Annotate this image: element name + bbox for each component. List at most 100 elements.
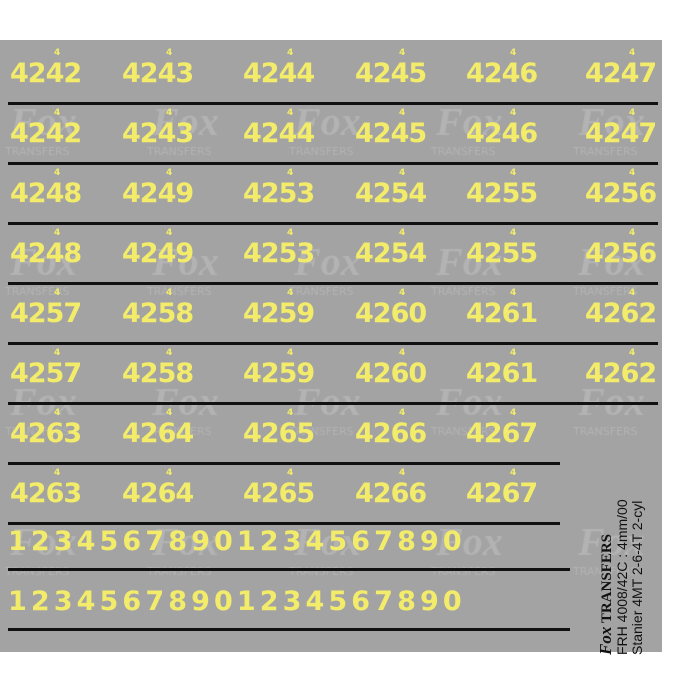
superscript: 4 bbox=[166, 288, 173, 298]
superscript: 4 bbox=[166, 48, 173, 58]
decal-number: 4258 bbox=[122, 358, 194, 389]
decal-number: 4266 bbox=[355, 478, 427, 509]
decal-number: 4262 bbox=[585, 298, 657, 329]
decal-number: 4249 bbox=[122, 238, 194, 269]
cut-line bbox=[8, 222, 658, 225]
decal-number: 4261 bbox=[466, 358, 538, 389]
superscript: 4 bbox=[399, 108, 406, 118]
superscript: 4 bbox=[287, 228, 294, 238]
decal-number: 4256 bbox=[585, 238, 657, 269]
decal-number: 4246 bbox=[466, 58, 538, 89]
superscript: 4 bbox=[166, 468, 173, 478]
decal-number: 4255 bbox=[466, 238, 538, 269]
decal-number: 4263 bbox=[10, 418, 82, 449]
digit-row: 12345678901234567890 bbox=[8, 526, 466, 557]
decal-number: 4264 bbox=[122, 478, 194, 509]
decal-number: 4248 bbox=[10, 178, 82, 209]
decal-number: 4259 bbox=[243, 358, 315, 389]
decal-number: 4243 bbox=[122, 118, 194, 149]
superscript: 4 bbox=[629, 108, 636, 118]
decal-number: 4248 bbox=[10, 238, 82, 269]
superscript: 4 bbox=[510, 288, 517, 298]
superscript: 4 bbox=[399, 288, 406, 298]
cut-line bbox=[8, 568, 570, 571]
decal-number: 4266 bbox=[355, 418, 427, 449]
superscript: 4 bbox=[399, 408, 406, 418]
superscript: 4 bbox=[510, 468, 517, 478]
decal-number: 4258 bbox=[122, 298, 194, 329]
decal-number: 4260 bbox=[355, 298, 427, 329]
decal-number: 4256 bbox=[585, 178, 657, 209]
superscript: 4 bbox=[629, 48, 636, 58]
superscript: 4 bbox=[54, 468, 61, 478]
superscript: 4 bbox=[399, 48, 406, 58]
superscript: 4 bbox=[629, 288, 636, 298]
superscript: 4 bbox=[166, 408, 173, 418]
cut-line bbox=[8, 282, 658, 285]
superscript: 4 bbox=[287, 468, 294, 478]
superscript: 4 bbox=[54, 348, 61, 358]
superscript: 4 bbox=[166, 348, 173, 358]
decal-number: 4243 bbox=[122, 58, 194, 89]
decal-number: 4261 bbox=[466, 298, 538, 329]
cut-line bbox=[8, 162, 658, 165]
decal-number: 4242 bbox=[10, 58, 82, 89]
label-line-2: Stanier 4MT 2-6-4T 2-cyl bbox=[629, 500, 645, 655]
cut-line bbox=[8, 462, 560, 465]
decal-number: 4257 bbox=[10, 298, 82, 329]
decal-number: 4259 bbox=[243, 298, 315, 329]
superscript: 4 bbox=[399, 168, 406, 178]
superscript: 4 bbox=[399, 348, 406, 358]
superscript: 4 bbox=[287, 108, 294, 118]
superscript: 4 bbox=[287, 48, 294, 58]
superscript: 4 bbox=[510, 168, 517, 178]
decal-number: 4263 bbox=[10, 478, 82, 509]
superscript: 4 bbox=[166, 108, 173, 118]
cut-line bbox=[8, 102, 658, 105]
watermark-layer bbox=[0, 40, 662, 652]
decal-number: 4267 bbox=[466, 418, 538, 449]
decal-number: 4242 bbox=[10, 118, 82, 149]
cut-line bbox=[8, 522, 560, 525]
superscript: 4 bbox=[287, 168, 294, 178]
superscript: 4 bbox=[54, 48, 61, 58]
superscript: 4 bbox=[287, 288, 294, 298]
decal-number: 4253 bbox=[243, 178, 315, 209]
superscript: 4 bbox=[629, 348, 636, 358]
cut-line bbox=[8, 402, 658, 405]
decal-number: 4253 bbox=[243, 238, 315, 269]
superscript: 4 bbox=[510, 408, 517, 418]
decal-number: 4245 bbox=[355, 58, 427, 89]
decal-number: 4245 bbox=[355, 118, 427, 149]
decal-sheet: 4 4242 4 4243 4 4244 4 4245 4 4246 4 4247 4 4242 4 4243… bbox=[0, 40, 662, 652]
decal-number: 4254 bbox=[355, 238, 427, 269]
decal-number: 4254 bbox=[355, 178, 427, 209]
decal-number: 4244 bbox=[243, 118, 315, 149]
decal-number: 4247 bbox=[585, 58, 657, 89]
superscript: 4 bbox=[399, 228, 406, 238]
sheet-label: Fox TRANSFERS FRH 4008/42C : 4mm/00 Stan… bbox=[596, 455, 645, 655]
superscript: 4 bbox=[629, 168, 636, 178]
decal-number: 4244 bbox=[243, 58, 315, 89]
decal-number: 4247 bbox=[585, 118, 657, 149]
decal-number: 4264 bbox=[122, 418, 194, 449]
superscript: 4 bbox=[510, 228, 517, 238]
superscript: 4 bbox=[510, 348, 517, 358]
cut-line bbox=[8, 628, 570, 631]
cut-line bbox=[8, 342, 658, 345]
superscript: 4 bbox=[629, 228, 636, 238]
superscript: 4 bbox=[510, 48, 517, 58]
decal-number: 4255 bbox=[466, 178, 538, 209]
superscript: 4 bbox=[510, 108, 517, 118]
superscript: 4 bbox=[54, 408, 61, 418]
decal-number: 4257 bbox=[10, 358, 82, 389]
superscript: 4 bbox=[54, 288, 61, 298]
superscript: 4 bbox=[54, 228, 61, 238]
digit-row: 12345678901234567890 bbox=[8, 586, 466, 617]
fox-logo: Fox bbox=[596, 626, 615, 655]
superscript: 4 bbox=[166, 168, 173, 178]
superscript: 4 bbox=[287, 408, 294, 418]
label-line-1: FRH 4008/42C : 4mm/00 bbox=[614, 499, 630, 655]
superscript: 4 bbox=[287, 348, 294, 358]
decal-number: 4262 bbox=[585, 358, 657, 389]
